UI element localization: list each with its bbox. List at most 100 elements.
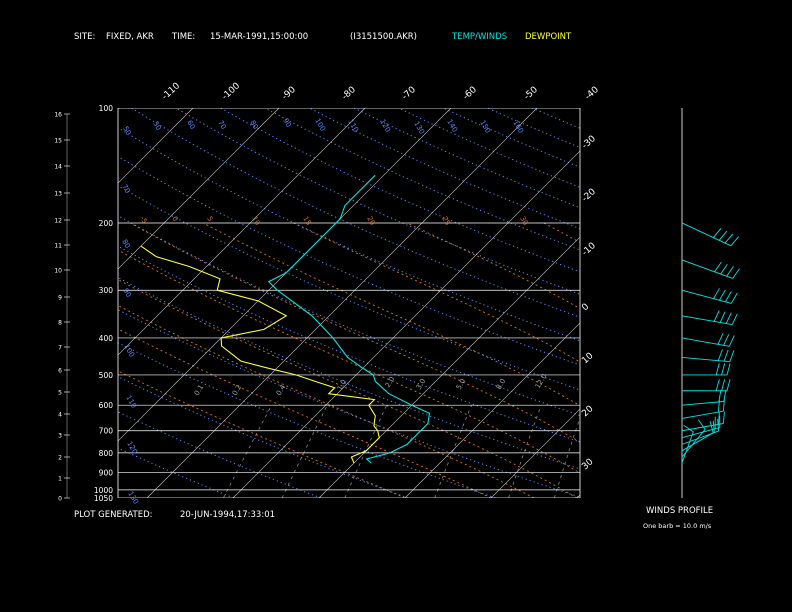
height-tick-label: 4	[58, 412, 62, 419]
height-tick-label: 16	[54, 112, 62, 119]
wind-barb-feather	[729, 350, 735, 362]
isotherm-label-right: -30	[580, 134, 598, 151]
dry-adiabat-label: 100	[313, 117, 327, 133]
site-label: SITE:	[74, 32, 96, 42]
axis-labels: 10020030040050060070080090010001050-110-…	[94, 81, 601, 506]
dry-adiabat-label: 160	[511, 119, 525, 135]
moist-adiabat-label: 25	[440, 215, 451, 227]
winds-profile	[681, 108, 740, 498]
dry-adiabat	[131, 108, 580, 318]
wind-barb-staff	[681, 429, 706, 458]
dry-adiabat	[398, 108, 580, 188]
dry-adiabat	[118, 185, 580, 391]
pressure-tick-label: 800	[99, 449, 114, 458]
temperature-profile	[267, 174, 431, 464]
isotherm-label-right: 20	[580, 404, 595, 419]
wind-barb-feather	[719, 289, 726, 301]
mixing-ratio-line	[223, 405, 272, 498]
dry-adiabat	[710, 108, 792, 498]
dry-adiabat	[353, 108, 580, 209]
dry-adiabat-label: 80	[248, 119, 259, 131]
mixing-ratio-label: 2.0	[384, 375, 396, 389]
moist-adiabat-label: 15	[301, 215, 312, 227]
wind-barb-feather	[719, 311, 726, 323]
wind-barb-feather	[724, 233, 734, 244]
mixing-ratio-line	[508, 405, 542, 498]
isobars	[118, 108, 580, 498]
mixing-ratio-label: 5.0	[455, 377, 467, 391]
height-tick-label: 7	[58, 345, 62, 352]
isotherm-line	[118, 108, 366, 356]
pressure-tick-label: 1000	[94, 486, 113, 495]
isotherm-label-top: -60	[461, 85, 479, 102]
dry-adiabat	[175, 108, 580, 295]
wind-barb-feather	[721, 379, 726, 391]
dewpoint-profile	[140, 245, 380, 464]
dry-adiabat-label: 50	[121, 125, 132, 137]
dry-adiabat-label: 80	[120, 238, 131, 250]
pressure-tick-label: 700	[99, 427, 114, 436]
wind-barb-feather	[712, 420, 715, 433]
wind-barb-feather	[718, 390, 722, 403]
height-tick-label: 0	[58, 496, 62, 503]
legend-temp: TEMP/WINDS	[452, 32, 508, 42]
dry-adiabat	[118, 447, 234, 498]
mixing-ratio-label: 8.0	[495, 377, 507, 391]
isotherm-line	[318, 236, 580, 498]
dry-adiabat-label: 130	[412, 120, 426, 136]
wind-barb-staff	[681, 401, 724, 406]
moist-adiabat-label: 5	[205, 215, 214, 223]
isotherm-line	[0, 108, 21, 498]
wind-barb-feather	[720, 263, 728, 275]
wind-barb-feather	[722, 411, 725, 424]
pressure-tick-label: 400	[99, 334, 114, 343]
wind-barb-staff	[681, 410, 724, 419]
time-value: 15-MAR-1991,15:00:00	[210, 32, 309, 42]
wind-barb-feather	[726, 363, 731, 376]
dry-adiabat	[309, 108, 580, 230]
wind-barb-feather	[732, 268, 740, 279]
wind-barb-staff	[681, 222, 732, 247]
height-tick-label: 6	[58, 368, 62, 375]
wind-barb-staff	[681, 423, 724, 432]
wind-barb-feather	[683, 424, 694, 433]
isotherm-label-right: 10	[580, 351, 595, 366]
height-tick-label: 8	[58, 320, 62, 327]
height-tick-label: 14	[54, 164, 62, 171]
mixing-ratio-line	[615, 405, 641, 498]
isotherm-line	[118, 108, 280, 270]
isotherm-label-top: -40	[583, 85, 601, 102]
wind-barb-feather	[709, 421, 714, 433]
isotherm-label-top: -70	[400, 85, 418, 102]
dry-adiabat-label: 110	[124, 394, 138, 410]
isotherm-label-right: 0	[580, 302, 591, 313]
dry-adiabat-label: 110	[346, 118, 360, 134]
wind-barb-staff	[681, 259, 733, 279]
site-value: FIXED, AKR	[106, 32, 154, 42]
isotherm-label-right: -20	[580, 187, 598, 204]
isotherm-line	[118, 108, 194, 184]
dry-adiabat-label: 70	[216, 119, 227, 131]
moist-adiabat-label: 10	[250, 215, 261, 227]
mixing-ratio-label: 1.0	[336, 378, 348, 392]
isotherm-label-top: -100	[220, 81, 242, 102]
isotherm-line	[490, 408, 580, 498]
height-tick-label: 13	[54, 191, 62, 198]
isotherm-line	[749, 108, 792, 498]
moist-adiabat	[118, 370, 406, 498]
dry-adiabat	[621, 108, 792, 498]
wind-barb-feather	[728, 335, 735, 347]
dry-adiabat	[118, 155, 580, 366]
height-tick-label: 3	[58, 433, 62, 440]
moist-adiabat	[202, 222, 580, 407]
dry-adiabat	[118, 411, 322, 498]
dry-adiabat	[118, 342, 496, 498]
wind-barb-feather	[723, 349, 729, 362]
mixing-ratio-label: 3.0	[415, 377, 427, 391]
wind-barb-staff	[681, 427, 720, 439]
height-tick-label: 5	[58, 390, 62, 397]
dry-adiabat	[118, 215, 580, 417]
moist-adiabat	[118, 279, 578, 498]
isotherm-label-top: -50	[522, 85, 540, 102]
